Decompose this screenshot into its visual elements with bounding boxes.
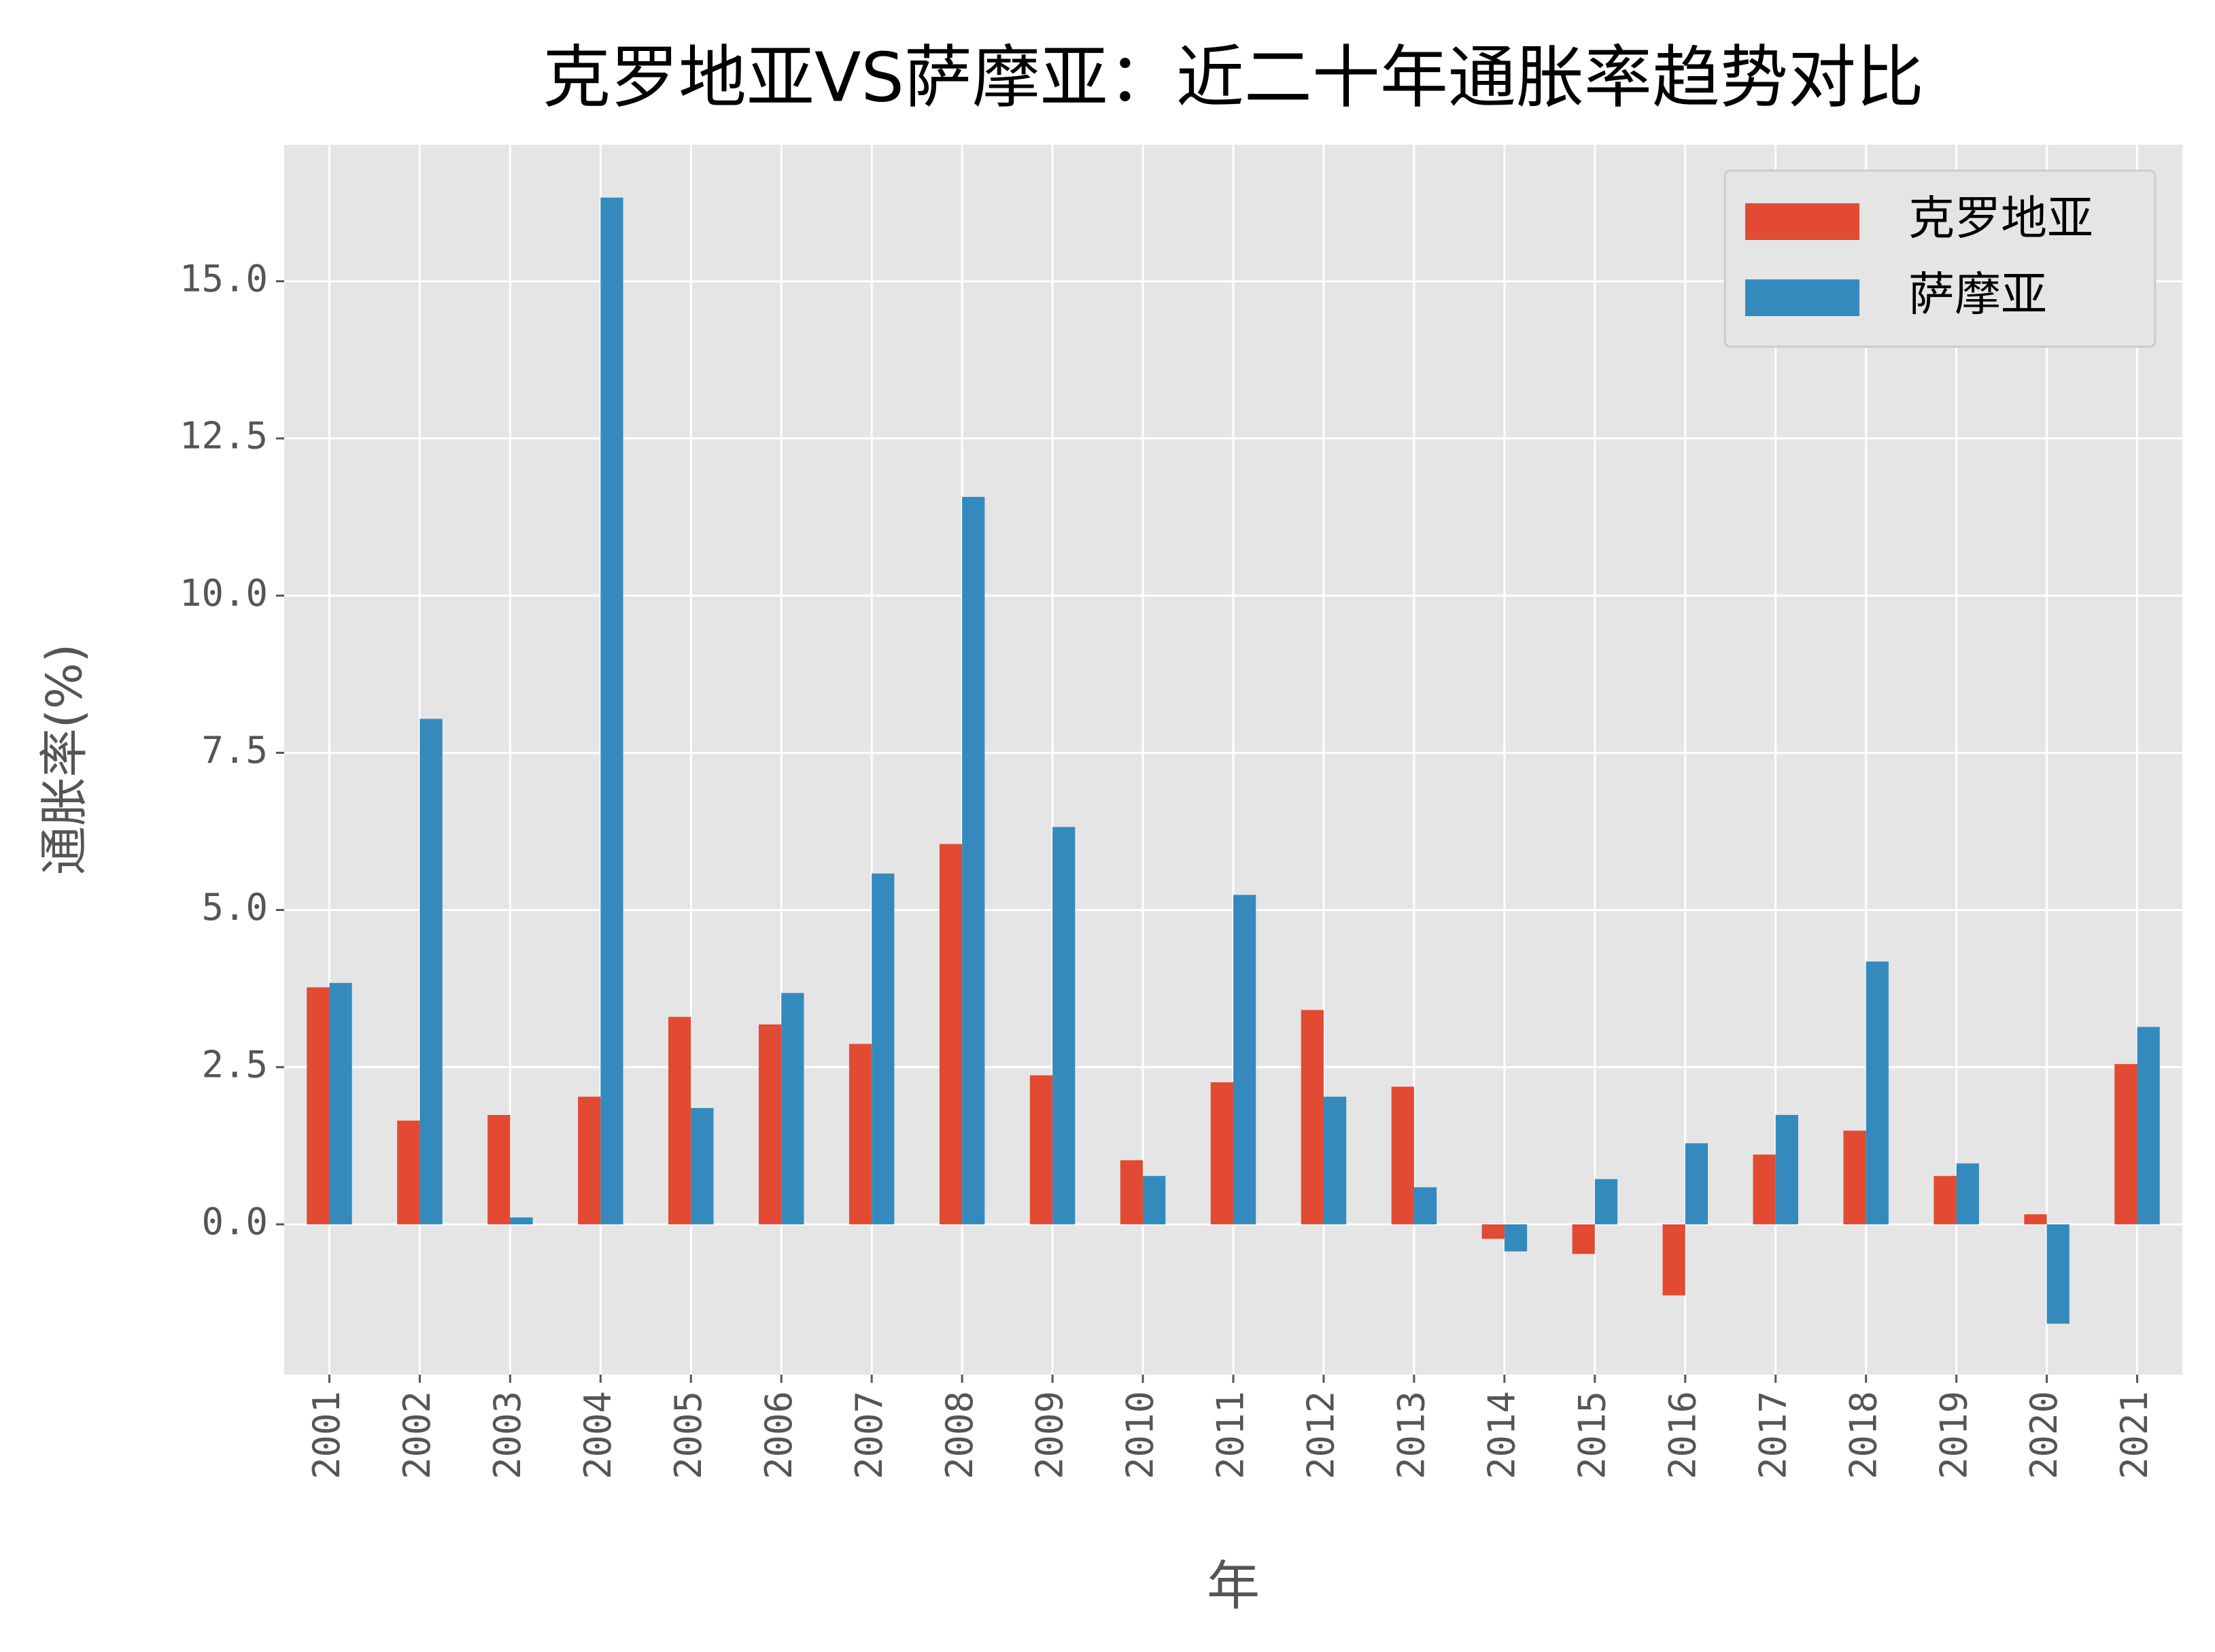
y-tick-label: 2.5 xyxy=(201,1043,268,1086)
x-tick-label: 2020 xyxy=(2023,1391,2065,1479)
x-tick-label: 2015 xyxy=(1570,1391,1613,1479)
bar xyxy=(1052,827,1076,1224)
bar xyxy=(962,496,985,1224)
bar xyxy=(510,1217,533,1224)
y-axis-label: 通胀率(%) xyxy=(36,644,93,876)
legend-swatch xyxy=(1745,279,1859,316)
x-tick-label: 2019 xyxy=(1932,1391,1975,1479)
bar xyxy=(1685,1143,1708,1224)
bar xyxy=(1029,1075,1053,1224)
bar xyxy=(1866,961,1889,1224)
x-tick-label: 2007 xyxy=(848,1391,891,1479)
x-tick-label: 2011 xyxy=(1209,1391,1252,1479)
y-tick-label: 0.0 xyxy=(201,1201,268,1243)
bar xyxy=(2024,1214,2047,1224)
x-tick-label: 2018 xyxy=(1842,1391,1885,1479)
y-tick-label: 7.5 xyxy=(201,729,268,772)
bar xyxy=(1210,1082,1233,1224)
x-tick-label: 2012 xyxy=(1300,1391,1343,1479)
legend-swatch xyxy=(1745,203,1859,240)
x-tick-label: 2016 xyxy=(1661,1391,1704,1479)
y-tick-label: 15.0 xyxy=(179,257,268,300)
bar xyxy=(600,197,623,1224)
bar xyxy=(668,1016,691,1224)
x-tick-label: 2017 xyxy=(1751,1391,1794,1479)
bar xyxy=(1481,1224,1505,1239)
x-tick-label: 2021 xyxy=(2113,1391,2156,1479)
x-axis-label: 年 xyxy=(1207,1555,1260,1617)
bar xyxy=(329,982,352,1224)
bar xyxy=(691,1107,714,1224)
bar xyxy=(1301,1010,1324,1224)
bar xyxy=(1775,1115,1798,1224)
bar xyxy=(781,993,804,1224)
x-tick-label: 2003 xyxy=(486,1391,529,1479)
x-tick-label: 2013 xyxy=(1390,1391,1433,1479)
y-tick-label: 12.5 xyxy=(179,415,268,458)
bar xyxy=(1594,1179,1618,1224)
x-tick-label: 2008 xyxy=(938,1391,981,1479)
bar xyxy=(487,1115,511,1224)
bar xyxy=(307,987,330,1224)
y-tick-label: 10.0 xyxy=(179,572,268,615)
bar xyxy=(939,844,963,1224)
bar xyxy=(1956,1163,1979,1224)
x-tick-label: 2006 xyxy=(757,1391,800,1479)
bar xyxy=(1843,1131,1866,1224)
chart-title: 克罗地亚VS萨摩亚：近二十年通胀率趋势对比 xyxy=(543,37,1924,117)
bar xyxy=(872,873,895,1224)
bar xyxy=(1391,1086,1414,1224)
bar xyxy=(2046,1224,2070,1324)
bar xyxy=(759,1024,782,1224)
bar xyxy=(1120,1160,1144,1224)
bar xyxy=(1143,1175,1166,1224)
x-tick-label: 2001 xyxy=(305,1391,348,1479)
bar xyxy=(1233,895,1256,1224)
x-tick-label: 2002 xyxy=(396,1391,439,1479)
x-tick-label: 2014 xyxy=(1480,1391,1523,1479)
bar xyxy=(1504,1224,1528,1252)
x-tick-label: 2005 xyxy=(667,1391,710,1479)
x-tick-label: 2009 xyxy=(1029,1391,1071,1479)
x-tick-label: 2004 xyxy=(577,1391,619,1479)
bar xyxy=(397,1120,420,1224)
bar xyxy=(1753,1154,1776,1224)
bar xyxy=(848,1044,872,1224)
bar xyxy=(1934,1175,1957,1224)
bar xyxy=(1323,1097,1347,1224)
legend-label: 克罗地亚 xyxy=(1908,192,2093,246)
bar xyxy=(1662,1224,1685,1296)
legend-label: 萨摩亚 xyxy=(1908,269,2047,322)
y-tick-label: 5.0 xyxy=(201,886,268,929)
bar xyxy=(578,1097,601,1224)
bar xyxy=(419,719,443,1224)
bar xyxy=(2114,1064,2137,1224)
bar xyxy=(1413,1187,1437,1224)
x-tick-label: 2010 xyxy=(1119,1391,1162,1479)
bar xyxy=(1572,1224,1595,1254)
bar xyxy=(2137,1027,2160,1224)
